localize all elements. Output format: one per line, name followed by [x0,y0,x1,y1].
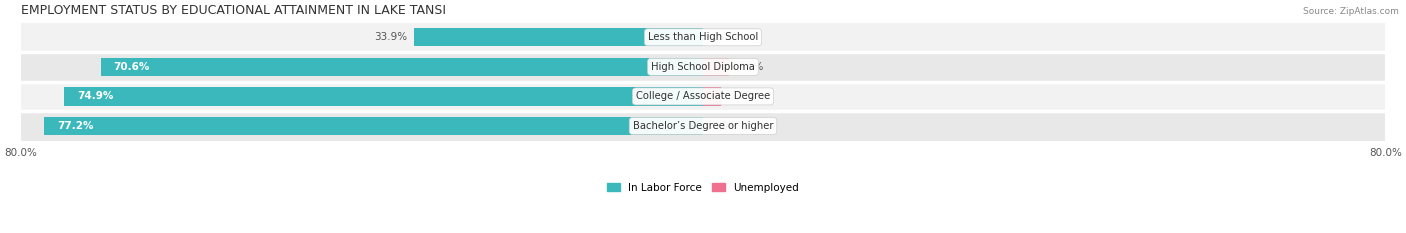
Bar [65,87,703,106]
Text: 3.0%: 3.0% [737,62,763,72]
Bar [703,87,721,106]
Text: 33.9%: 33.9% [374,32,406,42]
Legend: In Labor Force, Unemployed: In Labor Force, Unemployed [603,179,803,197]
Text: 0.0%: 0.0% [711,32,738,42]
Bar [21,111,1385,141]
Bar [703,58,728,76]
Text: Bachelor’s Degree or higher: Bachelor’s Degree or higher [633,121,773,131]
Text: EMPLOYMENT STATUS BY EDUCATIONAL ATTAINMENT IN LAKE TANSI: EMPLOYMENT STATUS BY EDUCATIONAL ATTAINM… [21,4,446,17]
Text: 0.0%: 0.0% [711,121,738,131]
Text: 2.1%: 2.1% [730,91,756,101]
Bar [21,82,1385,111]
Text: College / Associate Degree: College / Associate Degree [636,91,770,101]
Text: 74.9%: 74.9% [77,91,114,101]
Bar [21,23,1385,52]
Bar [101,58,703,76]
Bar [45,117,703,135]
Bar [21,52,1385,82]
Text: Less than High School: Less than High School [648,32,758,42]
Text: Source: ZipAtlas.com: Source: ZipAtlas.com [1303,7,1399,16]
Text: High School Diploma: High School Diploma [651,62,755,72]
Bar [413,28,703,46]
Text: 77.2%: 77.2% [58,121,94,131]
Text: 70.6%: 70.6% [114,62,150,72]
